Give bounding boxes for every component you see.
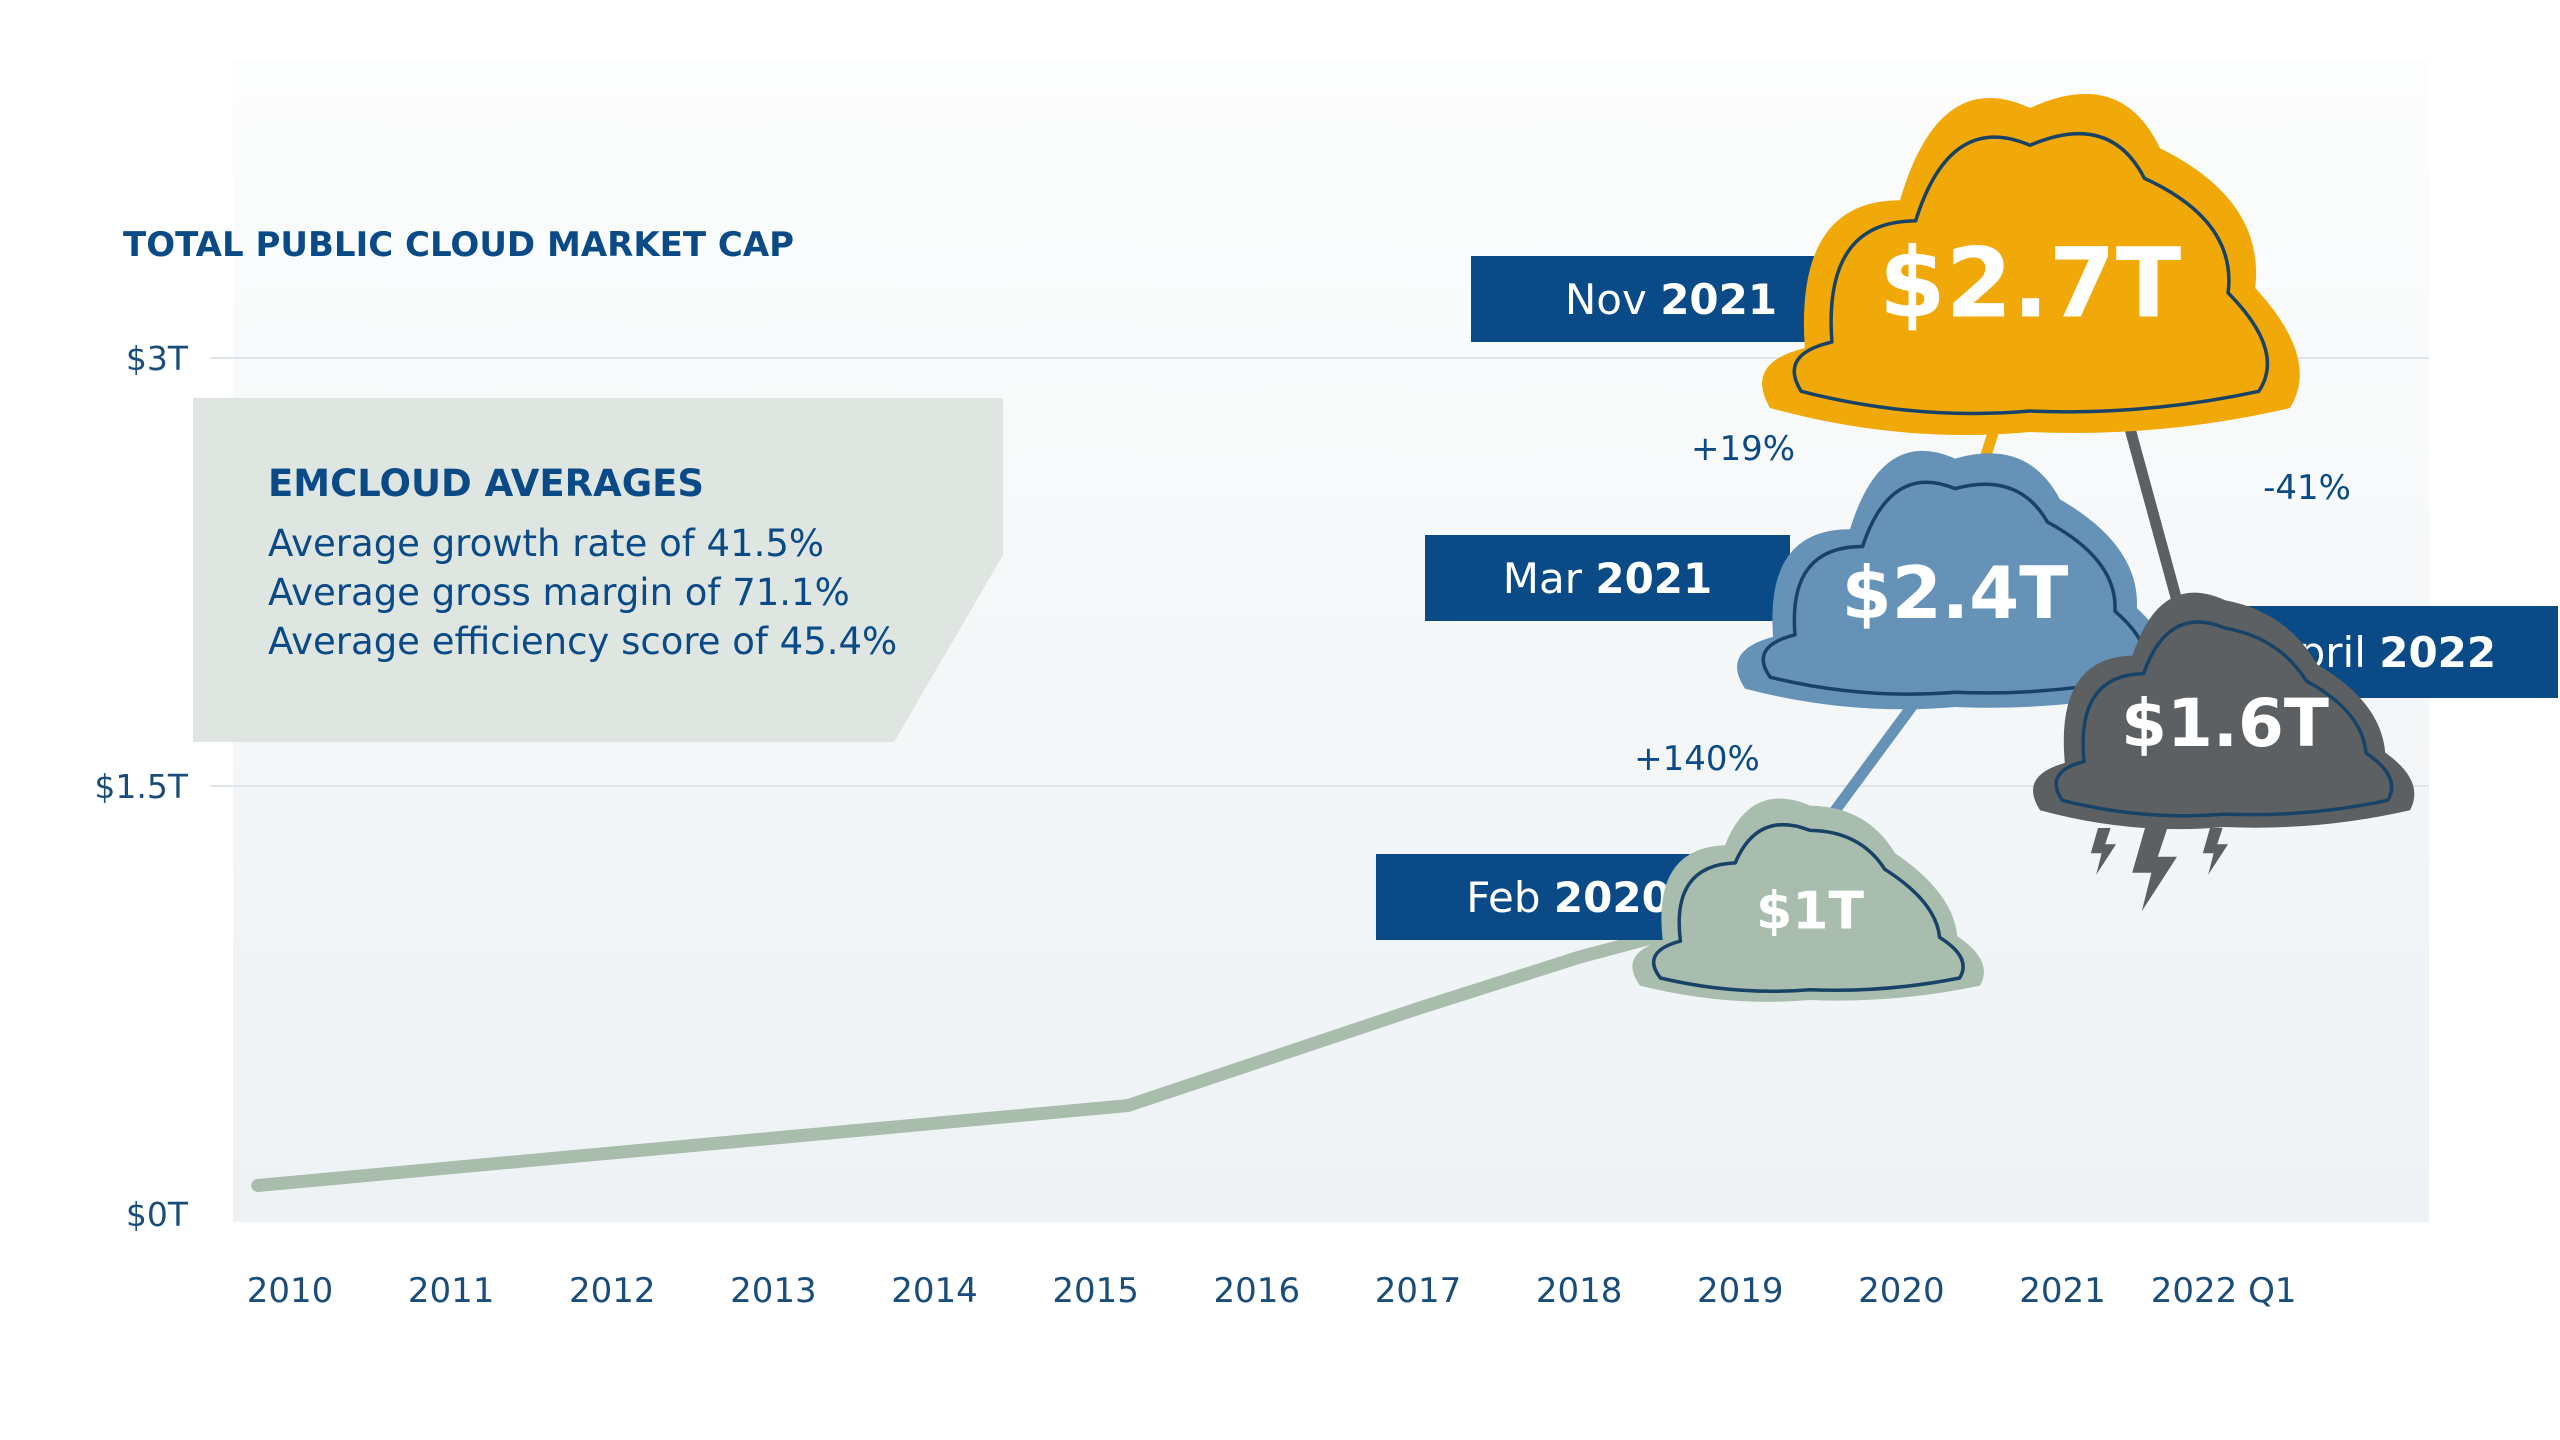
averages-box-heading: EMCLOUD AVERAGES [268,462,704,505]
milestone-date-label: Mar 2021 [1503,554,1713,603]
milestone-month: Feb [1466,873,1554,922]
x-tick-label: 2013 [730,1271,817,1311]
y-tick-label: $3T [126,339,189,378]
milestone-april-2022: April 2022$1.6T [2033,592,2558,830]
milestone-date-box [1425,535,1790,621]
x-tick-label: 2015 [1052,1271,1139,1311]
lightning-bolt-icon [2090,828,2116,875]
milestone-value-label: $2.7T [1879,228,2181,340]
cloud-icon-body [1737,450,2172,710]
x-tick-label: 2022 Q1 [2151,1271,2297,1311]
cloud-icon-outline [2054,620,2394,818]
cloud-icon [1737,450,2172,710]
lightning-bolt-icon-group [2090,828,2228,912]
milestone-feb-2020: Feb 2020 $1T [1376,798,1984,1002]
averages-gross-margin: Average gross margin of 71.1% [268,571,850,614]
milestone-year: 2021 [1660,275,1777,324]
cloud-icon [1762,93,2300,435]
milestone-mar-2021: Mar 2021 $2.4T [1425,450,2172,710]
cloud-icon-body [2033,592,2415,830]
milestone-year: 2022 [2379,628,2496,677]
y-tick-label: $0T [126,1195,189,1234]
averages-efficiency-score: Average efficiency score of 45.4% [268,620,897,663]
x-tick-label: 2014 [891,1271,978,1311]
x-tick-label: 2017 [1375,1271,1462,1311]
change-labels: +140% +19% -41% [1634,429,2351,779]
change-label: +140% [1634,739,1760,779]
cloud-icon [1632,798,1984,1002]
milestone-nov-2021: Nov 2021 $2.7T [1471,93,2300,435]
cloud-icon-outline [1792,132,2270,416]
y-axis-tick-labels: $0T $1.5T $3T [94,339,188,1234]
cloud-icon-outline [1651,822,1965,994]
x-tick-label: 2018 [1536,1271,1623,1311]
milestone-year: 2020 [1554,873,1671,922]
averages-box-background [193,398,1003,742]
milestone-month: Nov [1565,275,1660,324]
cloud-icon-body [1762,93,2300,435]
connector-line [1828,684,1930,818]
x-tick-label: 2016 [1214,1271,1301,1311]
cloud-icon-body [1632,798,1984,1002]
x-tick-label: 2011 [408,1271,495,1311]
lightning-bolt-icon [2132,828,2177,912]
change-label: +19% [1691,429,1795,469]
x-tick-label: 2012 [569,1271,656,1311]
chart-title: TOTAL PUBLIC CLOUD MARKET CAP [123,225,794,265]
milestone-year: 2021 [1595,554,1712,603]
milestone-value-label: $1T [1756,882,1864,942]
milestone-value-label: $2.4T [1842,551,2069,635]
change-label: -41% [2263,468,2351,508]
cloud-icon-outline [1761,480,2148,696]
averages-box: EMCLOUD AVERAGES Average growth rate of … [193,398,1003,742]
y-tick-label: $1.5T [94,767,188,806]
x-tick-label: 2021 [2019,1271,2106,1311]
averages-growth-rate: Average growth rate of 41.5% [268,522,824,565]
x-tick-label: 2020 [1858,1271,1945,1311]
milestone-value-label: $1.6T [2121,685,2329,762]
milestone-month: Mar [1503,554,1596,603]
milestone-date-label: Feb 2020 [1466,873,1671,922]
x-axis-tick-labels: 2010 2011 2012 2013 2014 2015 2016 2017 2018 2019… [247,1271,2297,1311]
x-tick-label: 2010 [247,1271,334,1311]
lightning-bolt-icon [2202,828,2228,875]
cloud-icon [2033,592,2415,830]
milestone-date-label: Nov 2021 [1565,275,1777,324]
x-tick-label: 2019 [1697,1271,1784,1311]
